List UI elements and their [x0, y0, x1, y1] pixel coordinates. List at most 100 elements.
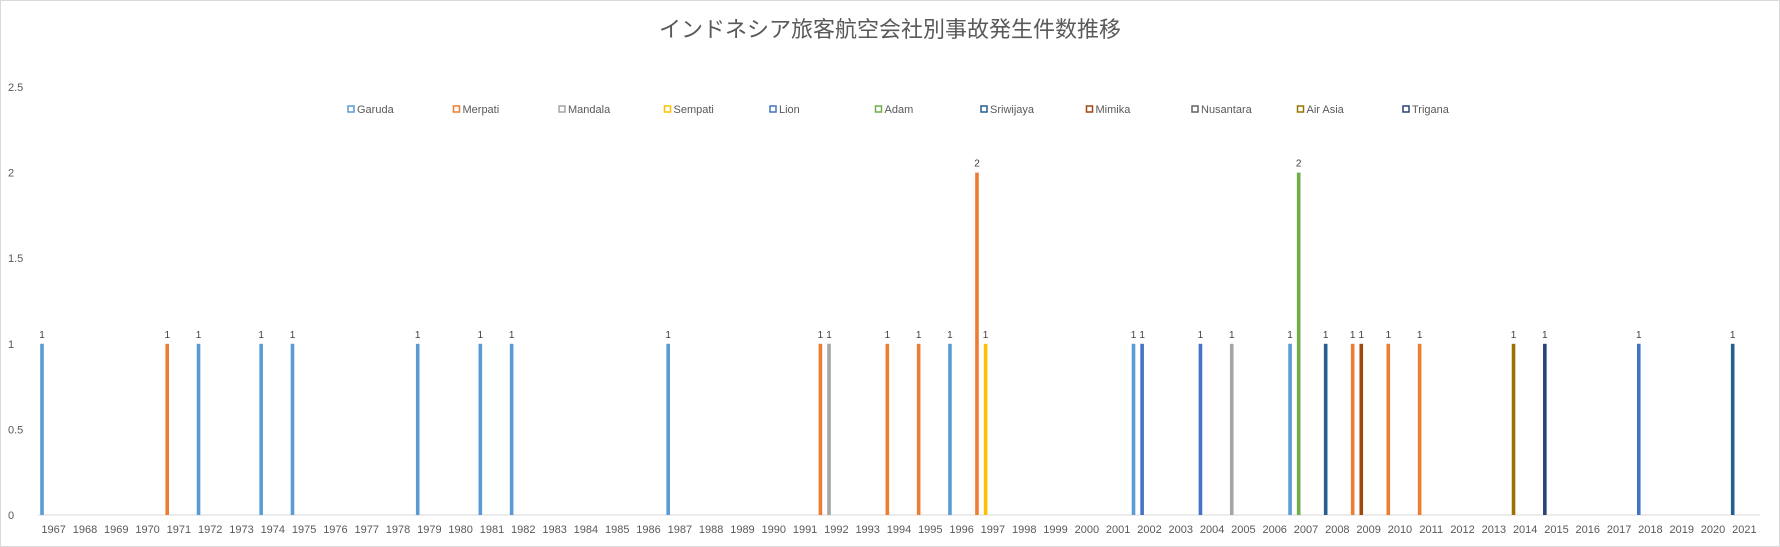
bar-adam-2007 — [1296, 172, 1301, 515]
x-tick-label: 1984 — [574, 524, 598, 536]
bar-lion-2004 — [1198, 343, 1203, 515]
bar-merpati-1997 — [975, 172, 979, 515]
bar-garuda-1967 — [40, 343, 44, 515]
x-tick-label: 1993 — [855, 524, 879, 536]
x-tick-label: 1981 — [480, 524, 504, 536]
data-labels: 1 1 1 1 1 1 1 1 1 1 1 1 1 121 1 1 1 1 121 1 1 1 1 1 1 1 1 — [39, 159, 1736, 341]
data-label: 1 — [885, 330, 891, 341]
x-tick-label: 1970 — [135, 524, 159, 536]
legend-swatch — [1296, 105, 1305, 113]
bar-lion-2002 — [1140, 343, 1144, 515]
data-label: 1 — [1350, 330, 1356, 341]
bar-merpati-1992 — [818, 343, 823, 515]
y-tick-label: 0 — [8, 510, 14, 522]
legend-swatch — [452, 105, 461, 113]
data-label: 1 — [1359, 330, 1365, 341]
bar-garuda-1996 — [948, 343, 952, 515]
data-label: 1 — [509, 330, 515, 341]
legend-swatch — [558, 105, 566, 113]
x-tick-label: 1980 — [448, 524, 472, 536]
bar-garuda-2007 — [1288, 343, 1292, 515]
x-tick-label: 1991 — [793, 524, 817, 536]
data-label: 1 — [1229, 330, 1235, 341]
x-tick-label: 1986 — [636, 524, 660, 536]
data-label: 1 — [1636, 330, 1642, 341]
y-tick-label: 2 — [8, 168, 14, 180]
x-tick-label: 1990 — [762, 524, 786, 536]
legend-label: Lion — [779, 104, 800, 116]
x-tick-label: 1999 — [1043, 524, 1067, 536]
x-tick-label: 1985 — [605, 524, 629, 536]
data-label: 1 — [983, 330, 989, 341]
x-tick-label: 1975 — [292, 524, 316, 536]
x-tick-label: 2018 — [1638, 524, 1662, 536]
chart-title: インドネシア旅客航空会社別事故発生件数推移 — [658, 18, 1121, 43]
x-tick-label: 2009 — [1356, 524, 1380, 536]
data-label: 2 — [1296, 159, 1302, 170]
x-tick-label: 2021 — [1732, 524, 1756, 536]
x-tick-label: 2019 — [1669, 524, 1693, 536]
x-tick-label: 1978 — [386, 524, 410, 536]
legend-label: Air Asia — [1307, 104, 1345, 116]
legend-swatch — [347, 105, 355, 113]
data-label: 1 — [916, 330, 922, 341]
bar-mimika-2009 — [1359, 343, 1364, 515]
legend-label: Sriwijaya — [990, 104, 1035, 116]
bar-merpati-1971 — [165, 343, 170, 515]
legend-swatch — [1402, 105, 1410, 113]
legend-label: Sempati — [674, 104, 714, 116]
bar-garuda-2002 — [1131, 343, 1136, 515]
bar-air-asia-2014 — [1511, 343, 1516, 515]
bar-garuda-1979 — [415, 343, 420, 515]
data-label: 1 — [290, 330, 296, 341]
legend-label: Adam — [885, 104, 914, 116]
legend-swatch — [874, 105, 883, 113]
x-tick-label: 1983 — [542, 524, 566, 536]
x-tick-label: 2005 — [1231, 524, 1255, 536]
legend-swatch — [1085, 105, 1094, 113]
x-tick-label: 1976 — [323, 524, 347, 536]
legend-label: Mandala — [568, 104, 611, 116]
bars — [40, 172, 1735, 515]
data-label: 1 — [1417, 330, 1423, 341]
bar-garuda-1981 — [478, 343, 483, 515]
x-tick-label: 1989 — [730, 524, 754, 536]
data-label: 1 — [1131, 330, 1137, 341]
x-tick-label: 2016 — [1576, 524, 1600, 536]
x-tick-label: 1997 — [981, 524, 1005, 536]
data-label: 1 — [164, 330, 170, 341]
legend-label: Trigana — [1412, 104, 1450, 116]
x-tick-label: 1992 — [824, 524, 848, 536]
x-tick-label: 2002 — [1137, 524, 1161, 536]
legend-label: Nusantara — [1201, 104, 1253, 116]
data-label: 1 — [1730, 330, 1736, 341]
x-tick-label: 1971 — [167, 524, 191, 536]
bar-garuda-1972 — [196, 343, 201, 515]
bar-merpati-1994 — [885, 343, 890, 515]
bar-trigana-2015 — [1543, 343, 1547, 515]
data-label: 1 — [1542, 330, 1548, 341]
x-tick-label: 1998 — [1012, 524, 1036, 536]
x-tick-label: 2015 — [1544, 524, 1568, 536]
x-tick-label: 1968 — [73, 524, 97, 536]
bar-merpati-1995 — [916, 343, 921, 515]
bar-mandala-2005 — [1229, 343, 1234, 515]
x-tick-label: 1987 — [668, 524, 692, 536]
data-label: 1 — [818, 330, 824, 341]
x-tick-label: 1973 — [229, 524, 253, 536]
y-tick-label: 0.5 — [8, 424, 23, 436]
y-axis: 0 0.5 1 1.5 2 2.5 — [8, 82, 23, 522]
bar-sempati-1997 — [983, 343, 988, 515]
data-label: 1 — [1198, 330, 1204, 341]
x-tick-label: 2011 — [1419, 524, 1443, 536]
x-tick-label: 2007 — [1294, 524, 1318, 536]
data-label: 1 — [1386, 330, 1392, 341]
x-tick-label: 2001 — [1106, 524, 1130, 536]
x-axis: 1967 1968 1969 1970 1971 1972 1973 1974 1975 1976… — [41, 524, 1756, 536]
data-label: 1 — [665, 330, 671, 341]
bar-sriwijaya-2008 — [1323, 343, 1328, 515]
y-tick-label: 1 — [8, 339, 14, 351]
x-tick-label: 2008 — [1325, 524, 1349, 536]
